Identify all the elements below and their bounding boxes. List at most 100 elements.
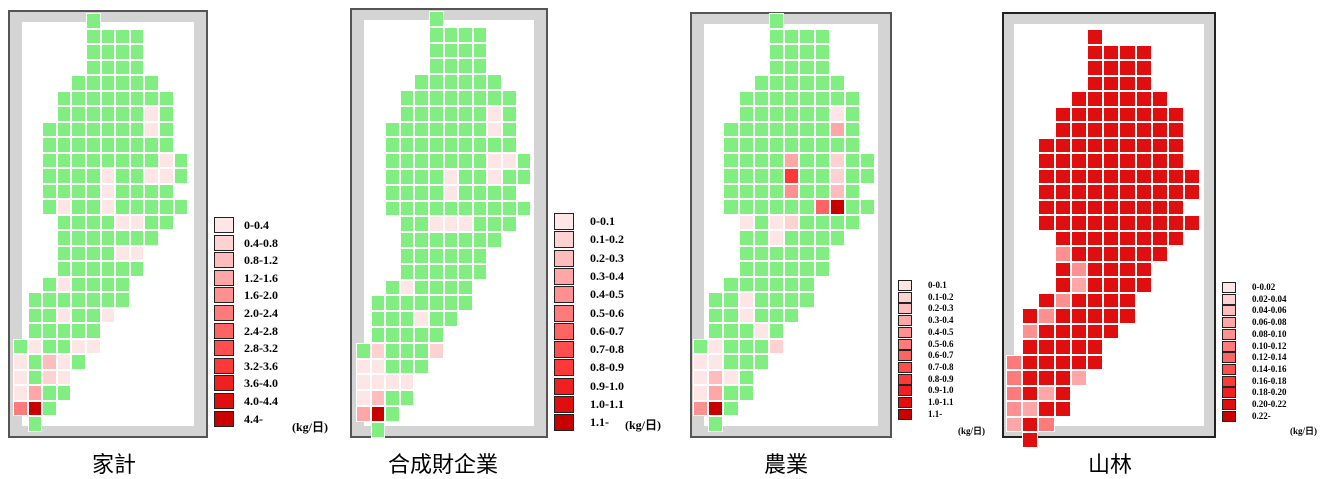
map-cell	[86, 13, 101, 29]
map-cell	[1038, 199, 1055, 215]
legend-swatch	[554, 377, 574, 395]
map-cell	[784, 245, 800, 261]
map-cell	[1054, 370, 1071, 386]
map-cell	[1022, 323, 1039, 339]
map-cell	[1151, 91, 1168, 107]
map-cell	[1168, 137, 1185, 153]
map-cell	[814, 121, 830, 137]
map-cell	[845, 199, 861, 215]
map-cell	[429, 232, 444, 248]
map-cell	[1119, 137, 1136, 153]
map-cell	[723, 199, 739, 215]
map-cell	[1103, 168, 1120, 184]
unit-label: (kg/日)	[292, 420, 329, 434]
map-cell	[458, 121, 473, 138]
map-cell	[414, 90, 429, 106]
map-cell	[502, 121, 517, 138]
map-cell	[1168, 199, 1185, 215]
map-cell	[472, 105, 488, 122]
legend-label: 0.6-0.7	[590, 323, 624, 338]
map-cell	[129, 75, 145, 91]
map-cell	[723, 121, 739, 137]
map-cell	[723, 307, 739, 323]
map-cell	[429, 90, 444, 106]
map-cell	[414, 342, 429, 359]
legend-label: 0.4-0.5	[928, 326, 954, 337]
map-cell	[1168, 184, 1185, 200]
map-cell	[693, 369, 709, 385]
map-cell	[100, 137, 116, 153]
map-cell	[399, 327, 415, 343]
map-cell	[443, 184, 459, 201]
legend-label: 0.08-0.10	[1252, 328, 1287, 339]
map-cell	[738, 369, 754, 385]
map-cell	[159, 106, 174, 122]
map-cell	[769, 44, 785, 60]
map-cell	[799, 168, 815, 184]
map-cell	[860, 168, 876, 184]
map-cell	[71, 338, 86, 354]
map-cell	[429, 279, 444, 296]
map-cell	[458, 26, 473, 43]
map-cell	[1135, 199, 1152, 215]
map-cell	[1054, 323, 1071, 339]
map-cell	[829, 106, 845, 122]
map-cell	[1135, 215, 1152, 231]
map-cell	[693, 338, 709, 354]
legend-swatch	[554, 304, 574, 322]
map-cell	[769, 59, 785, 75]
map-cell	[86, 59, 101, 75]
map-cell	[429, 169, 444, 185]
map-cell	[784, 183, 800, 199]
map-cell	[1103, 230, 1120, 246]
map-cell	[458, 137, 473, 154]
legend-label: 2.4-2.8	[244, 323, 278, 338]
legend-swatch	[898, 350, 912, 362]
map-cell	[784, 199, 800, 215]
map-cell	[159, 90, 174, 106]
map-cell	[1070, 277, 1087, 293]
map-cell	[738, 276, 754, 292]
map-cell	[100, 183, 116, 199]
map-cell	[71, 214, 86, 230]
legend-swatch	[1222, 410, 1236, 422]
map-cell	[429, 184, 444, 201]
map-cell	[86, 168, 101, 184]
map-cell	[370, 342, 386, 359]
legend-label: 0.18-0.20	[1252, 387, 1287, 398]
map-cell	[71, 199, 86, 215]
map-cell	[86, 152, 101, 168]
map-cell	[1087, 261, 1104, 277]
map-cell	[414, 121, 429, 138]
map-cell	[71, 354, 86, 370]
map-cell	[814, 106, 830, 122]
map-cell	[443, 42, 459, 59]
map-cell	[429, 200, 444, 217]
map-cell	[472, 232, 488, 248]
map-cell	[356, 342, 371, 359]
map-cell	[1119, 199, 1136, 215]
map-cell	[708, 354, 724, 370]
map-cell	[753, 338, 769, 354]
map-cell	[784, 214, 800, 230]
map-cell	[115, 292, 130, 308]
map-cell	[42, 292, 57, 308]
map-cell	[753, 261, 769, 277]
map-cell	[814, 59, 830, 75]
map-cell	[753, 75, 769, 91]
map-cell	[784, 75, 800, 91]
legend-label: 0.02-0.04	[1252, 293, 1287, 304]
map-cell	[71, 230, 86, 246]
map-cell	[1070, 153, 1087, 169]
legend-label: 0.6-0.7	[928, 350, 954, 361]
map-cell	[399, 232, 415, 248]
map-cell	[502, 137, 517, 154]
map-cell	[100, 90, 116, 106]
map-cell	[458, 90, 473, 106]
map-cell	[1103, 215, 1120, 231]
map-cell	[399, 390, 415, 406]
map-cell	[723, 369, 739, 385]
legend-label: 0-0.1	[590, 214, 615, 228]
map-cell	[1103, 308, 1120, 324]
legend-swatch	[898, 326, 912, 338]
